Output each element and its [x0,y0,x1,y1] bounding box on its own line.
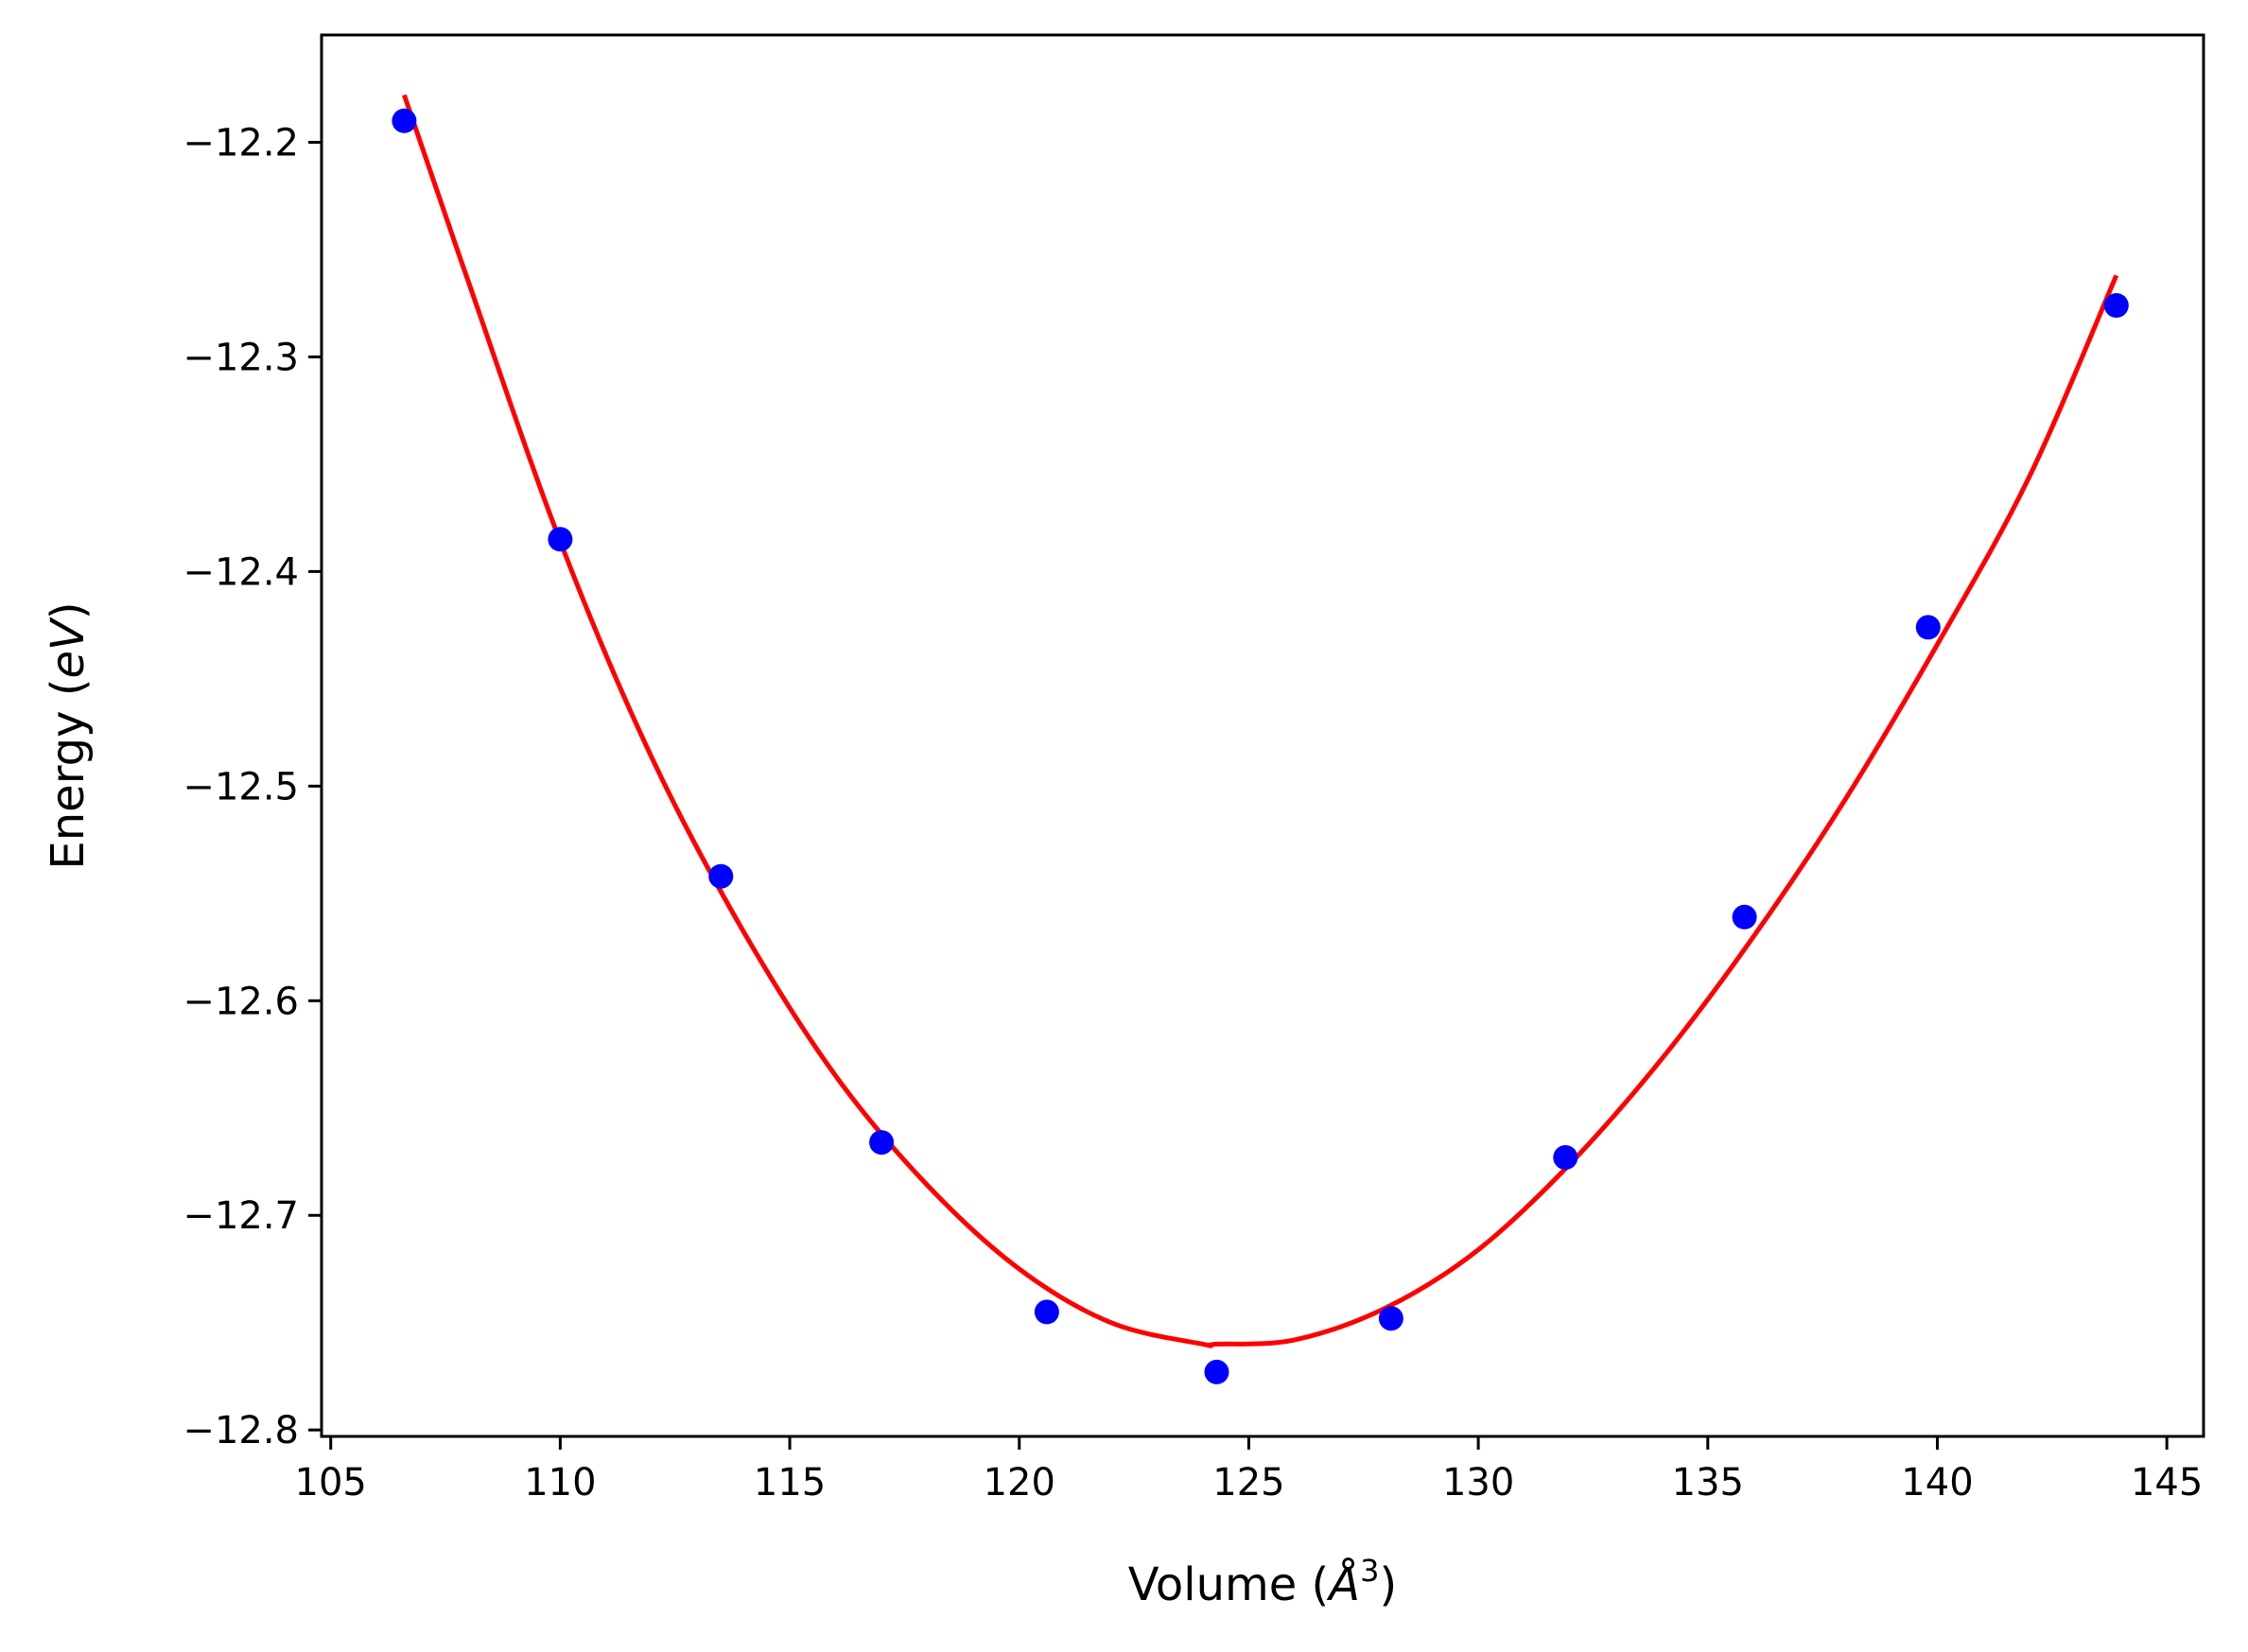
data-point [1915,615,1941,640]
plot-frame [320,33,2205,1438]
y-tick-label: −12.6 [183,980,299,1023]
data-point [392,108,417,133]
y-axis-label: Energy (eV) [42,601,95,869]
x-tick-label: 130 [1442,1461,1514,1504]
y-tick-label: −12.5 [183,765,299,809]
data-point [1204,1359,1229,1384]
y-tick-label: −12.7 [183,1194,299,1238]
x-tick-label: 135 [1672,1461,1744,1504]
x-axis-label: Volume (Å3) [1128,1553,1397,1611]
data-point [869,1130,895,1156]
data-point [2103,293,2129,318]
x-tick-label: 110 [524,1461,596,1504]
x-axis: 105 110 115 120 125 130 135 140 145 [295,1436,2203,1504]
x-tick-label: 140 [1901,1461,1973,1504]
fit-curve [402,94,2119,1348]
data-point [1378,1306,1403,1331]
x-tick-label: 105 [295,1461,367,1504]
plot-content [392,94,2129,1384]
data-point [1732,904,1757,930]
x-tick-label: 125 [1212,1461,1284,1504]
data-point [548,527,573,552]
y-tick-label: −12.2 [183,121,299,165]
x-tick-label: 145 [2131,1461,2203,1504]
y-tick-label: −12.3 [183,336,299,379]
data-point [1034,1299,1059,1325]
y-tick-label: −12.4 [183,550,299,594]
y-axis: −12.2 −12.3 −12.4 −12.5 −12.6 −12.7 −12.8 [183,121,322,1452]
x-tick-label: 120 [984,1461,1055,1504]
data-point [708,863,734,889]
x-tick-label: 115 [754,1461,826,1504]
y-tick-label: −12.8 [183,1409,299,1452]
data-point [1553,1145,1578,1170]
